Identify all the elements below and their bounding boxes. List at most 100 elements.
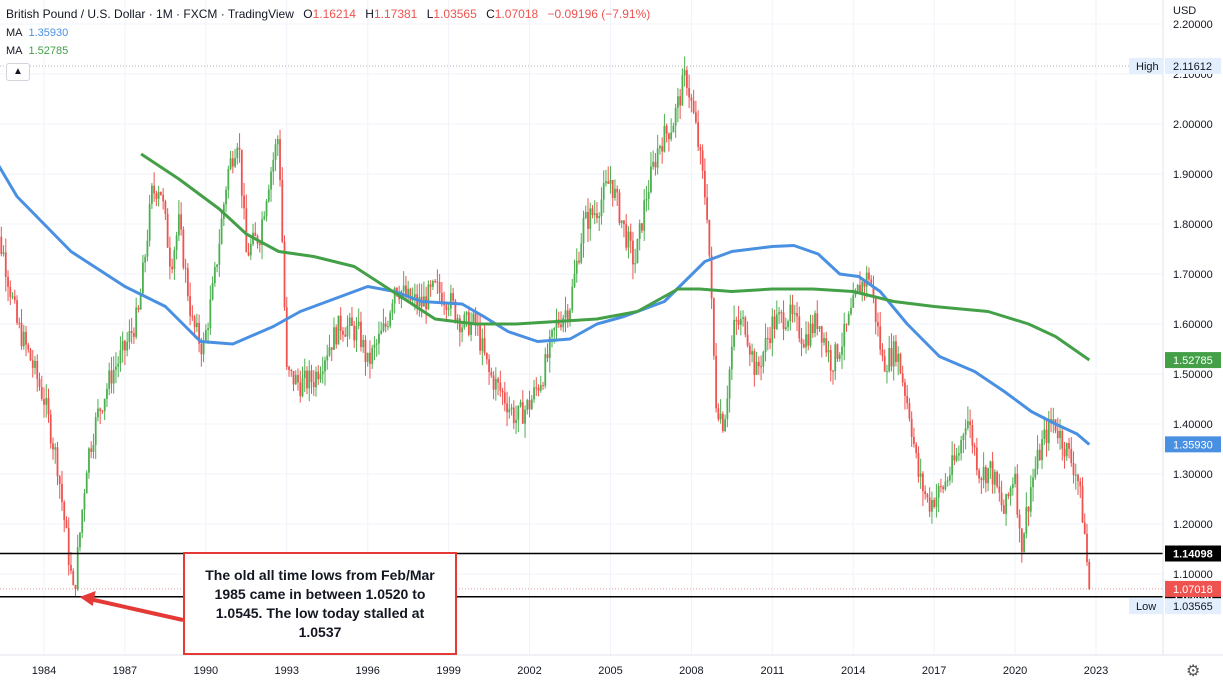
candle-body [474, 313, 477, 324]
symbol-title[interactable]: British Pound / U.S. Dollar · 1M · FXCM … [6, 7, 294, 21]
candle-body [380, 330, 383, 334]
close-label: C [486, 7, 495, 21]
y-tick-label: 1.40000 [1173, 419, 1213, 431]
candle-body [499, 382, 502, 391]
candle-body [1023, 533, 1025, 552]
annotation-arrow-shaft [89, 597, 184, 622]
indicator-ma-green[interactable]: MA 1.52785 [6, 45, 68, 57]
candle-body [236, 147, 239, 159]
candle-body [877, 321, 879, 327]
candle-body [9, 286, 12, 297]
candle-body [800, 338, 803, 344]
candle-body [470, 322, 472, 335]
candle-body [0, 236, 3, 254]
candle-body [537, 387, 540, 391]
candle-body [1070, 448, 1073, 464]
candle-body [600, 199, 603, 217]
candle-body [901, 373, 904, 383]
x-tick-label: 1990 [194, 665, 218, 677]
candle-body [1007, 494, 1010, 497]
candle-body [676, 96, 679, 108]
y-tick-label: 1.60000 [1173, 319, 1213, 331]
candle-body [998, 486, 1001, 493]
candle-body [34, 360, 36, 368]
candle-body [106, 388, 108, 399]
candle-body [393, 288, 396, 304]
candle-body [479, 325, 481, 351]
candle-body [913, 436, 915, 444]
candle-body [413, 294, 416, 298]
candle-body [845, 323, 848, 325]
high-value: 1.17381 [373, 7, 418, 21]
candle-body [966, 421, 969, 429]
candle-body [748, 345, 751, 355]
candle-body [922, 473, 924, 492]
candle-body [378, 333, 380, 344]
candle-body [735, 319, 738, 321]
candle-body [139, 293, 142, 310]
candle-body [937, 485, 940, 498]
candle-body [128, 331, 131, 342]
candle-body [814, 313, 816, 334]
candle-body [297, 375, 299, 383]
candle-body [339, 315, 342, 331]
x-tick-label: 1987 [113, 665, 137, 677]
candle-body [20, 323, 23, 347]
indicator-ma-blue[interactable]: MA 1.35930 [6, 27, 68, 39]
ma-green-line [140, 152, 1091, 362]
candle-body [832, 370, 834, 372]
candle-body [917, 453, 920, 477]
candle-body [715, 355, 718, 409]
candle-body [121, 340, 124, 351]
candle-body [61, 483, 63, 503]
candle-body [155, 193, 158, 199]
candle-body [218, 243, 221, 265]
candle-body [679, 96, 682, 106]
price-tag: Low [1136, 601, 1156, 613]
candle-body [231, 158, 234, 167]
candle-body [890, 348, 893, 367]
price-label: 1.03565 [1173, 601, 1213, 613]
candle-body [886, 371, 888, 373]
candle-body [18, 322, 21, 324]
candle-body [721, 413, 724, 432]
currency-label[interactable]: USD [1173, 5, 1197, 17]
candle-body [405, 285, 407, 297]
candle-body [7, 276, 9, 287]
candle-body [733, 319, 735, 347]
level-label-bg [1165, 545, 1221, 562]
candle-body [159, 191, 162, 195]
candle-body [760, 366, 762, 368]
candle-body [942, 486, 945, 490]
price-label: 1.52785 [1173, 355, 1213, 367]
gear-icon[interactable]: ⚙ [1186, 663, 1201, 680]
candle-body [899, 353, 902, 374]
candle-body [458, 318, 461, 333]
candle-body [173, 250, 176, 270]
candle-body [326, 355, 329, 361]
high-label: H [365, 7, 374, 21]
candle-body [895, 341, 897, 362]
candle-body [730, 346, 733, 370]
candle-body [544, 354, 547, 386]
candle-body [112, 369, 115, 384]
candle-body [638, 223, 641, 240]
candle-body [546, 354, 549, 358]
candle-body [227, 168, 230, 190]
candle-body [1032, 477, 1034, 488]
candle-body [254, 232, 257, 237]
candle-body [1061, 430, 1064, 449]
candle-body [202, 340, 205, 355]
candle-body [220, 218, 223, 244]
candle-body [485, 352, 488, 360]
y-tick-label: 1.20000 [1173, 519, 1213, 531]
candle-body [924, 491, 927, 495]
collapse-legend-button[interactable]: ▲ [6, 63, 30, 81]
candle-body [625, 224, 628, 248]
candle-body [596, 213, 598, 219]
candle-body [83, 493, 86, 510]
candle-body [784, 327, 787, 330]
candle-body [494, 378, 497, 390]
candle-body [258, 243, 261, 246]
